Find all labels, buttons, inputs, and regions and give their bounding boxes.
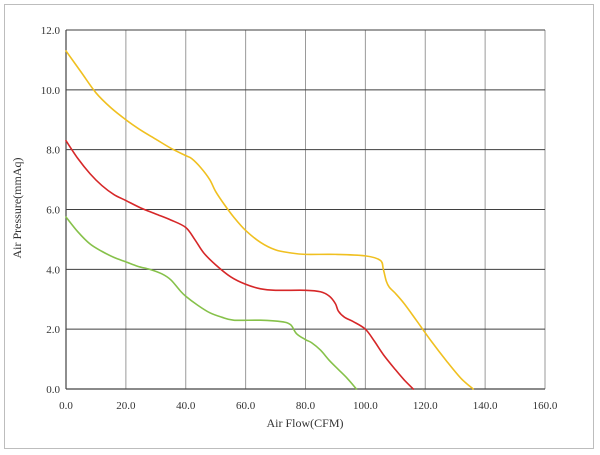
y-tick-label: 4.0	[46, 264, 60, 276]
x-tick-label: 40.0	[176, 400, 196, 412]
chart-frame	[4, 4, 594, 449]
x-tick-label: 160.0	[533, 400, 558, 412]
y-tick-label: 8.0	[46, 145, 60, 157]
x-tick-label: 120.0	[413, 400, 438, 412]
tick-labels: 0.0 20.0 40.0 60.0 80.0 100.0 120.0 140.0 160.0 0…	[41, 25, 558, 412]
x-tick-label: 20.0	[116, 400, 136, 412]
series-lines	[65, 50, 474, 390]
y-tick-label: 12.0	[41, 25, 61, 37]
series-line-1	[65, 50, 474, 390]
x-tick-label: 60.0	[236, 400, 256, 412]
y-tick-label: 2.0	[46, 324, 60, 336]
series-line-2	[65, 139, 415, 390]
x-tick-label: 80.0	[296, 400, 316, 412]
x-axis-label: Air Flow(CFM)	[266, 416, 343, 430]
x-tick-label: 0.0	[59, 400, 73, 412]
series-line-3	[65, 216, 358, 390]
grid	[65, 29, 546, 390]
x-tick-label: 140.0	[473, 400, 498, 412]
y-tick-label: 0.0	[46, 384, 60, 396]
y-axis-label: Air Pressure(mmAq)	[10, 158, 24, 259]
x-tick-label: 100.0	[353, 400, 378, 412]
y-tick-label: 6.0	[46, 205, 60, 217]
y-tick-label: 10.0	[41, 85, 61, 97]
